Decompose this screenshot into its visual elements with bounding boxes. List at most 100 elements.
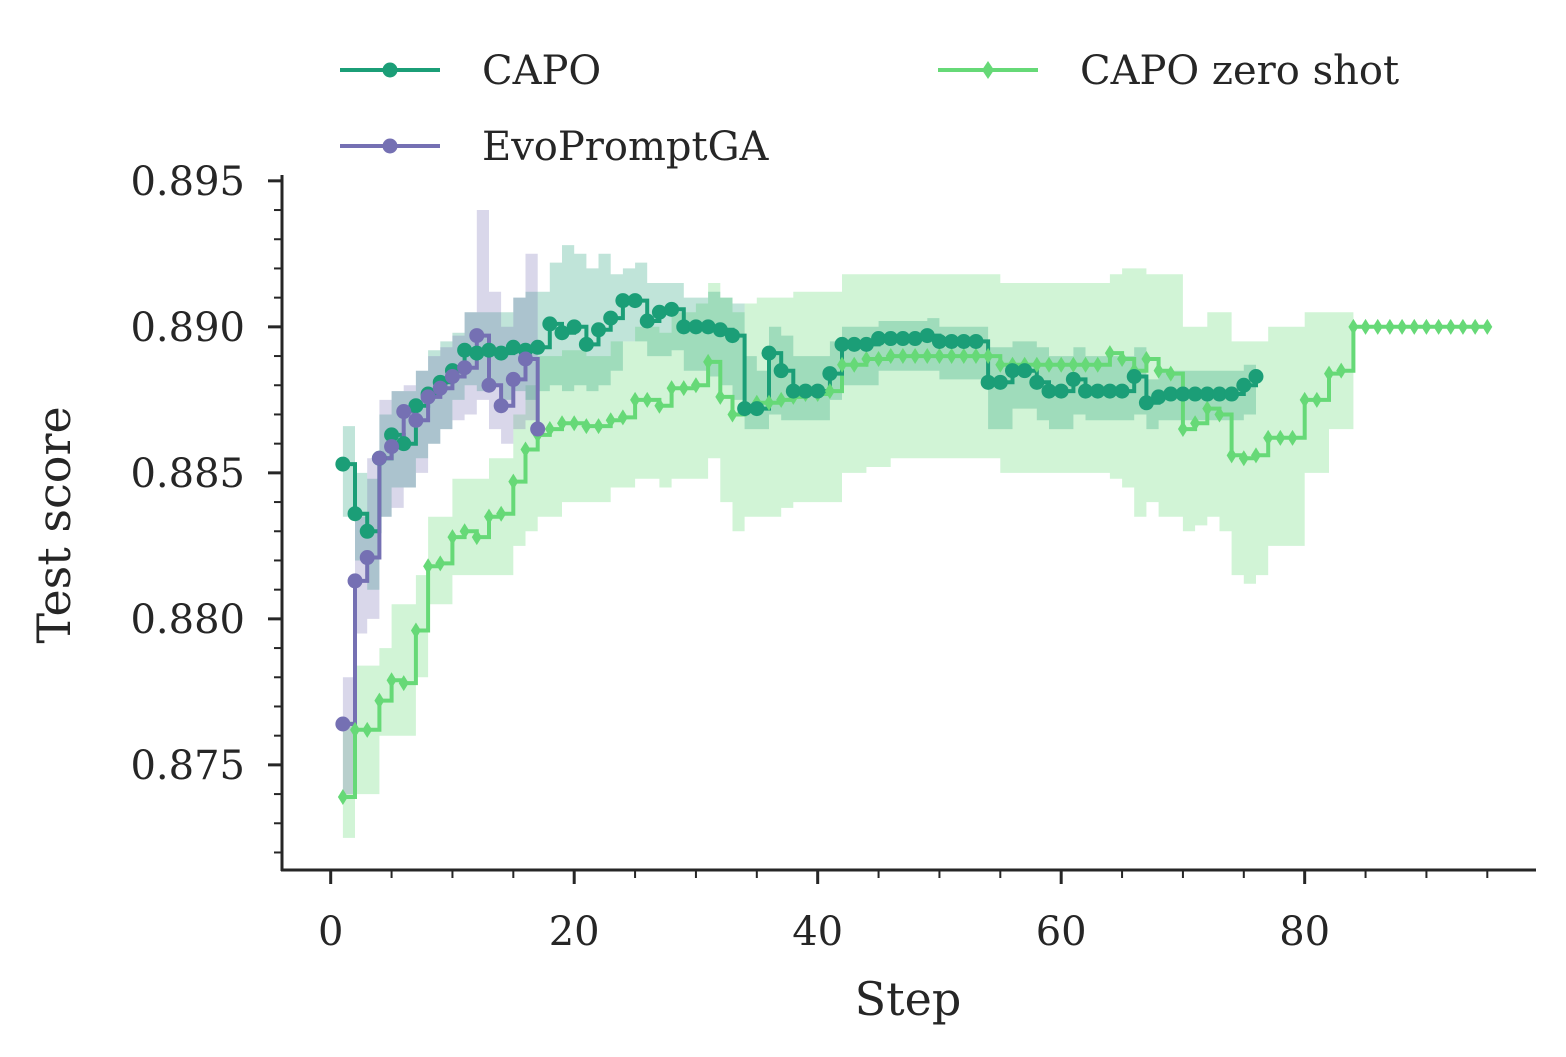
point-capo-zero-shot xyxy=(1202,400,1213,417)
point-capo-zero-shot xyxy=(1104,345,1115,362)
legend[interactable]: CAPO EvoPromptGA CAPO zero shot xyxy=(340,48,1399,170)
point-capo-zero-shot xyxy=(934,348,945,365)
point-capo xyxy=(883,331,899,347)
point-capo xyxy=(1102,383,1118,399)
point-capo xyxy=(639,313,655,329)
point-capo xyxy=(992,374,1008,390)
y-tick-label: 0.885 xyxy=(130,451,245,497)
point-capo-zero-shot xyxy=(1263,429,1274,446)
point-capo xyxy=(1078,383,1094,399)
point-evopromptga xyxy=(505,371,521,387)
point-capo-zero-shot xyxy=(1190,415,1201,432)
legend-item-capo-zero-shot[interactable]: CAPO zero shot xyxy=(938,48,1399,94)
point-capo-zero-shot xyxy=(873,350,884,367)
point-capo xyxy=(773,363,789,379)
point-capo xyxy=(907,331,923,347)
point-evopromptga xyxy=(517,351,533,367)
point-capo-zero-shot xyxy=(678,380,689,397)
x-tick-label: 40 xyxy=(792,909,843,955)
point-capo-zero-shot xyxy=(897,348,908,365)
point-evopromptga xyxy=(396,404,412,420)
point-capo-zero-shot xyxy=(423,558,434,575)
point-capo xyxy=(1041,383,1057,399)
point-capo-zero-shot xyxy=(1153,362,1164,379)
point-capo xyxy=(566,319,582,335)
point-capo-zero-shot xyxy=(654,397,665,414)
y-axis-title: Test score xyxy=(27,406,81,643)
point-capo-zero-shot xyxy=(763,394,774,411)
point-evopromptga xyxy=(530,421,546,437)
point-capo xyxy=(603,310,619,326)
x-axis-title: Step xyxy=(855,972,962,1026)
point-capo-zero-shot xyxy=(1287,429,1298,446)
point-capo-zero-shot xyxy=(837,356,848,373)
x-axis-ticks: 0 20 40 60 80 xyxy=(318,870,1489,955)
point-capo-zero-shot xyxy=(410,622,421,639)
point-capo-zero-shot xyxy=(386,672,397,689)
y-tick-label: 0.890 xyxy=(130,305,245,351)
point-capo xyxy=(408,398,424,414)
legend-marker xyxy=(382,62,398,78)
point-capo xyxy=(530,339,546,355)
point-capo-zero-shot xyxy=(1165,365,1176,382)
legend-label: EvoPromptGA xyxy=(482,124,770,170)
point-capo xyxy=(1138,395,1154,411)
point-capo xyxy=(1175,386,1191,402)
point-capo-zero-shot xyxy=(946,348,957,365)
point-capo xyxy=(1151,389,1167,405)
point-capo xyxy=(505,339,521,355)
legend-item-evopromptga[interactable]: EvoPromptGA xyxy=(340,124,770,170)
point-capo xyxy=(396,436,412,452)
point-capo-zero-shot xyxy=(885,348,896,365)
series-markers xyxy=(335,293,1493,805)
point-capo-zero-shot xyxy=(1445,318,1456,335)
point-capo xyxy=(798,383,814,399)
point-capo xyxy=(749,401,765,417)
point-capo xyxy=(980,374,996,390)
legend-marker xyxy=(982,61,994,79)
y-tick-label: 0.880 xyxy=(130,597,245,643)
confidence-bands xyxy=(342,210,1488,838)
point-capo-zero-shot xyxy=(1409,318,1420,335)
point-capo-zero-shot xyxy=(958,348,969,365)
point-capo-zero-shot xyxy=(1238,450,1249,467)
point-capo-zero-shot xyxy=(435,555,446,572)
legend-item-capo[interactable]: CAPO xyxy=(340,48,601,94)
point-capo-zero-shot xyxy=(471,529,482,546)
point-capo-zero-shot xyxy=(1470,318,1481,335)
point-capo xyxy=(676,319,692,335)
point-capo-zero-shot xyxy=(544,421,555,438)
point-capo-zero-shot xyxy=(776,391,787,408)
point-capo-zero-shot xyxy=(630,391,641,408)
point-capo xyxy=(1248,368,1264,384)
point-capo xyxy=(1053,383,1069,399)
point-capo-zero-shot xyxy=(666,380,677,397)
point-capo xyxy=(931,333,947,349)
point-capo xyxy=(1004,363,1020,379)
point-evopromptga xyxy=(347,573,363,589)
point-capo-zero-shot xyxy=(861,350,872,367)
point-evopromptga xyxy=(481,377,497,393)
point-capo xyxy=(956,333,972,349)
point-capo xyxy=(737,401,753,417)
legend-label: CAPO xyxy=(482,48,601,94)
point-evopromptga xyxy=(444,368,460,384)
point-capo-zero-shot xyxy=(374,692,385,709)
point-capo-zero-shot xyxy=(520,441,531,458)
point-capo-zero-shot xyxy=(824,383,835,400)
point-evopromptga xyxy=(384,439,400,455)
point-capo xyxy=(1163,386,1179,402)
point-capo xyxy=(347,506,363,522)
point-capo-zero-shot xyxy=(849,356,860,373)
point-capo-zero-shot xyxy=(1299,391,1310,408)
point-capo-zero-shot xyxy=(703,353,714,370)
axes xyxy=(280,175,1536,872)
point-capo xyxy=(591,322,607,338)
point-capo-zero-shot xyxy=(508,473,519,490)
y-tick-label: 0.895 xyxy=(130,159,245,205)
point-capo-zero-shot xyxy=(459,523,470,540)
point-capo xyxy=(834,336,850,352)
point-capo xyxy=(554,325,570,341)
point-capo xyxy=(761,345,777,361)
